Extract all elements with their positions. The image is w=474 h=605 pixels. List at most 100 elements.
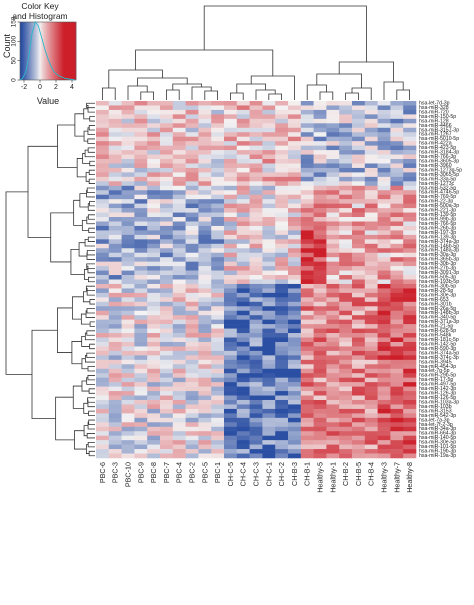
heatmap-cell <box>249 324 263 329</box>
color-key-band <box>40 22 42 80</box>
dendrogram-branch <box>306 84 327 100</box>
heatmap-cell <box>96 324 110 329</box>
heatmap-cell <box>185 422 199 428</box>
heatmap-cell <box>108 190 122 196</box>
dendrogram-branch <box>50 212 74 263</box>
heatmap-cell <box>313 297 327 303</box>
heatmap-cell <box>403 324 417 329</box>
heatmap-cell <box>236 181 250 187</box>
heatmap-cell <box>134 386 148 392</box>
heatmap-cell <box>249 275 263 280</box>
heatmap-cell <box>339 257 353 262</box>
heatmap-cell <box>262 101 276 106</box>
heatmap-cell <box>121 234 135 240</box>
heatmap-cell <box>288 257 302 262</box>
heatmap-cell <box>364 257 378 262</box>
heatmap-cell <box>339 431 353 436</box>
heatmap-cell <box>249 449 263 454</box>
heatmap-cell <box>108 123 122 129</box>
heatmap-cell <box>313 266 327 271</box>
heatmap-cell <box>352 136 366 142</box>
heatmap-cell <box>96 333 110 338</box>
dendrogram-branch <box>82 153 90 164</box>
heatmap-cell <box>185 413 199 419</box>
heatmap-cell <box>121 194 135 200</box>
heatmap-cell <box>339 167 353 173</box>
heatmap-cell <box>364 337 378 343</box>
heatmap-cell <box>108 413 122 419</box>
heatmap-cell <box>288 181 302 187</box>
heatmap-cell <box>403 301 417 307</box>
heatmap-cell <box>326 185 340 191</box>
dendrogram-branch <box>81 380 90 392</box>
heatmap-cell <box>160 301 174 307</box>
heatmap-cell <box>326 346 340 352</box>
heatmap-cell <box>352 114 366 120</box>
heatmap-cell <box>326 382 340 387</box>
heatmap-cell <box>147 355 161 361</box>
heatmap-cell <box>352 395 366 401</box>
heatmap-cell <box>198 150 212 155</box>
heatmap-cell <box>147 431 161 436</box>
heatmap-cell <box>300 350 314 356</box>
heatmap-cell <box>326 150 340 155</box>
heatmap-cell <box>262 136 276 142</box>
heatmap-cell <box>147 150 161 155</box>
heatmap-cell <box>96 105 110 111</box>
heatmap-cell <box>364 190 378 196</box>
heatmap-cell <box>377 386 391 392</box>
dendrogram-branch <box>84 149 95 158</box>
heatmap-cell <box>313 248 327 254</box>
heatmap-cell <box>108 266 122 271</box>
column-label: PBC-6 <box>98 462 107 483</box>
heatmap-cell <box>275 368 289 374</box>
color-key-xtick-label: 0 <box>38 84 42 91</box>
heatmap-cell <box>403 141 417 146</box>
heatmap-cell <box>185 341 199 347</box>
heatmap-cell <box>364 346 378 352</box>
heatmap-cell <box>185 431 199 436</box>
heatmap-cell <box>96 275 110 280</box>
heatmap-cell <box>339 279 353 285</box>
heatmap-cell <box>403 163 417 169</box>
heatmap-cell <box>108 243 122 249</box>
heatmap-cell <box>377 292 391 298</box>
heatmap-cell <box>236 163 250 169</box>
heatmap-cell <box>352 105 366 111</box>
heatmap-cell <box>121 141 135 146</box>
heatmap-cell <box>377 252 391 258</box>
heatmap-cell <box>224 261 238 267</box>
heatmap-cell <box>249 435 263 441</box>
heatmap-cell <box>96 167 110 173</box>
heatmap-cell <box>185 382 199 387</box>
heatmap-cell <box>403 297 417 303</box>
dendrogram-branch <box>140 91 154 100</box>
heatmap-cell <box>288 306 302 312</box>
heatmap-cell <box>403 109 417 115</box>
dendrogram-branch <box>84 332 95 341</box>
heatmap-cell <box>160 453 174 459</box>
color-key-band <box>67 22 69 80</box>
dendrogram-branch <box>55 396 75 441</box>
heatmap-cell <box>134 310 148 316</box>
heatmap-cell <box>339 413 353 419</box>
heatmap-cell <box>172 408 186 414</box>
heatmap-cell <box>313 230 327 236</box>
heatmap-cell <box>352 252 366 258</box>
heatmap-cell <box>108 203 122 209</box>
heatmap-cell <box>185 368 199 374</box>
heatmap-cell <box>108 288 122 294</box>
row-label: hsa-miR-26b-3p <box>419 225 456 231</box>
heatmap-cell <box>275 141 289 146</box>
heatmap-cell <box>352 199 366 204</box>
heatmap-cell <box>390 364 404 370</box>
heatmap-cell <box>96 279 110 285</box>
heatmap-cell <box>352 275 366 280</box>
heatmap-cell <box>288 190 302 196</box>
heatmap-cell <box>377 114 391 120</box>
heatmap-cell <box>326 368 340 374</box>
heatmap-cell <box>249 101 263 106</box>
heatmap-cell <box>185 163 199 169</box>
heatmap-cell <box>275 266 289 271</box>
heatmap-cell <box>262 404 276 410</box>
